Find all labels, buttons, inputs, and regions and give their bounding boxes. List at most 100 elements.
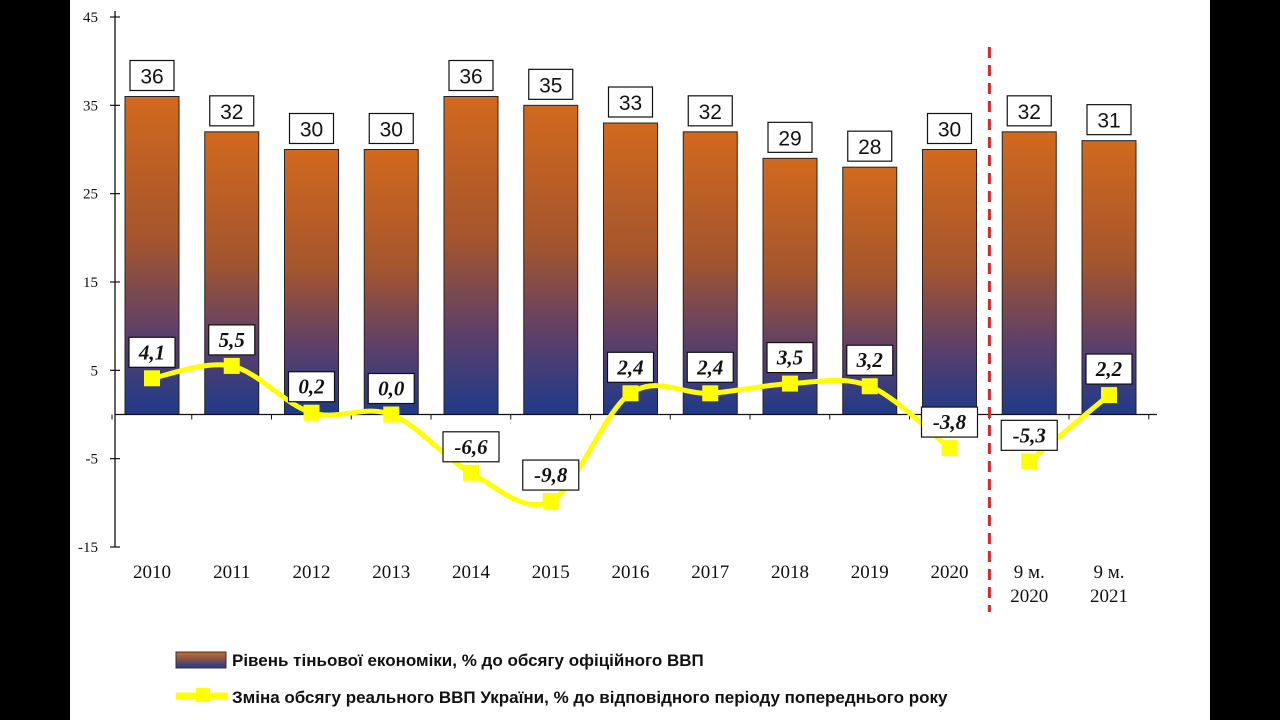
bar-label-10: 30 [938,119,961,142]
gdp-marker-0 [144,370,160,387]
bar-label-5: 35 [539,74,562,97]
bar-label-box-0 [129,59,175,92]
line-label-box-9 [846,344,894,376]
y-tick-label-5: 35 [83,98,98,114]
gdp-marker-7 [702,385,719,402]
bar-label-2: 30 [300,119,323,142]
gdp-marker-5 [542,493,559,510]
bar-label-box-10 [926,112,973,145]
bar-4 [443,96,499,415]
bar-label-box-5 [528,68,574,100]
bar-label-1: 32 [220,101,243,124]
y-tick-label-1: -5 [86,452,99,468]
line-label-box-3 [367,372,415,405]
x-tick-label-3: 2013 [372,562,410,583]
bar-9 [842,166,898,415]
x-tick-label-0: 2010 [133,562,171,583]
line-label-box-11 [1000,419,1058,451]
gdp-marker-4 [463,464,479,481]
bar-10 [922,149,977,415]
line-label-box-0 [128,336,176,368]
line-label-box-12 [1085,353,1133,385]
bar-label-3: 30 [380,119,403,142]
line-label-3: 0,0 [378,377,405,401]
line-label-8: 3,5 [776,346,803,370]
legend: Рівень тіньової економіки, % до обсягу о… [175,651,948,707]
legend-swatch-bar [175,651,227,669]
line-label-5: -9,8 [534,463,568,487]
bar-label-box-4 [448,59,494,92]
legend-swatch-marker [196,688,210,702]
line-label-6: 2,4 [616,355,643,379]
line-label-11: -5,3 [1013,423,1046,447]
bar-label-7: 32 [699,101,722,124]
x-tick-label-11-1: 2020 [1010,586,1048,607]
bar-label-6: 33 [619,92,642,115]
bar-label-box-2 [288,112,335,145]
line-label-box-8 [766,341,814,374]
x-tick-label-9: 2019 [851,562,889,583]
line-label-7: 2,4 [696,355,723,379]
y-tick-label-3: 15 [83,275,98,291]
x-tick-label-12-0: 9 м. [1093,562,1124,583]
legend-label-bar: Рівень тіньової економіки, % до обсягу о… [232,651,704,670]
line-label-4: -6,6 [454,435,488,459]
line-label-1: 5,5 [219,328,245,352]
y-tick-label-0: -15 [78,540,98,556]
x-tick-label-1: 2011 [213,562,250,583]
line-label-2: 0,2 [298,375,325,399]
bar-11 [1001,131,1057,415]
x-tick-label-8: 2018 [771,562,809,583]
gdp-marker-12 [1101,387,1117,404]
legend-label-line: Зміна обсягу реального ВВП України, % до… [232,688,948,707]
bar-label-11: 32 [1018,101,1041,124]
gdp-marker-10 [941,440,958,457]
y-tick-label-2: 5 [91,363,99,379]
line-label-box-2 [287,371,336,403]
y-tick-label-6: 45 [83,10,98,26]
x-tick-label-2: 2012 [293,562,331,583]
bar-label-box-11 [1006,95,1052,127]
line-label-box-10 [920,406,979,438]
gdp-marker-8 [782,375,798,392]
chart-canvas: -15 -5 5 15 25 35 45 2010 2011 2012 2013 2014 2015 20… [70,0,1210,720]
x-tick-label-6: 2016 [612,562,650,583]
bar-label-box-12 [1086,104,1132,136]
gdp-marker-11 [1021,453,1038,470]
line-label-box-4 [442,431,500,463]
line-label-box-1 [208,324,256,356]
line-label-box-5 [522,459,580,491]
line-label-box-6 [606,351,655,383]
x-tick-label-5: 2015 [532,562,570,583]
gdp-marker-2 [303,404,320,421]
bar-3 [363,149,419,415]
bar-label-box-9 [847,130,893,162]
x-tick-label-7: 2017 [691,562,729,583]
line-label-12: 2,2 [1095,357,1123,381]
line-label-box-7 [686,351,734,383]
x-tick-label-11-0: 9 м. [1014,562,1045,583]
x-tick-label-10: 2020 [931,562,969,583]
line-label-9: 3,2 [856,348,884,372]
line-label-0: 4,1 [138,340,165,364]
gdp-marker-3 [383,406,400,423]
x-tick-label-4: 2014 [452,562,491,583]
bar-5 [523,104,579,415]
gdp-marker-9 [861,378,878,395]
bar-2 [284,149,339,415]
line-label-10: -3,8 [933,410,967,434]
bar-label-4: 36 [459,66,482,89]
bar-label-box-1 [209,95,255,127]
bar-label-box-7 [687,95,733,127]
y-tick-label-4: 25 [83,187,98,203]
gdp-marker-6 [622,385,639,402]
bar-label-box-6 [607,86,654,118]
bar-label-12: 31 [1097,110,1120,133]
bar-label-0: 36 [140,66,163,89]
bar-label-9: 28 [858,136,881,159]
x-tick-label-12-1: 2021 [1090,586,1128,607]
chart-svg: -15 -5 5 15 25 35 45 2010 2011 2012 2013 2014 2015 20… [78,10,1157,707]
gdp-marker-1 [223,357,240,374]
bar-label-box-8 [767,121,813,153]
bar-label-box-3 [368,112,414,145]
